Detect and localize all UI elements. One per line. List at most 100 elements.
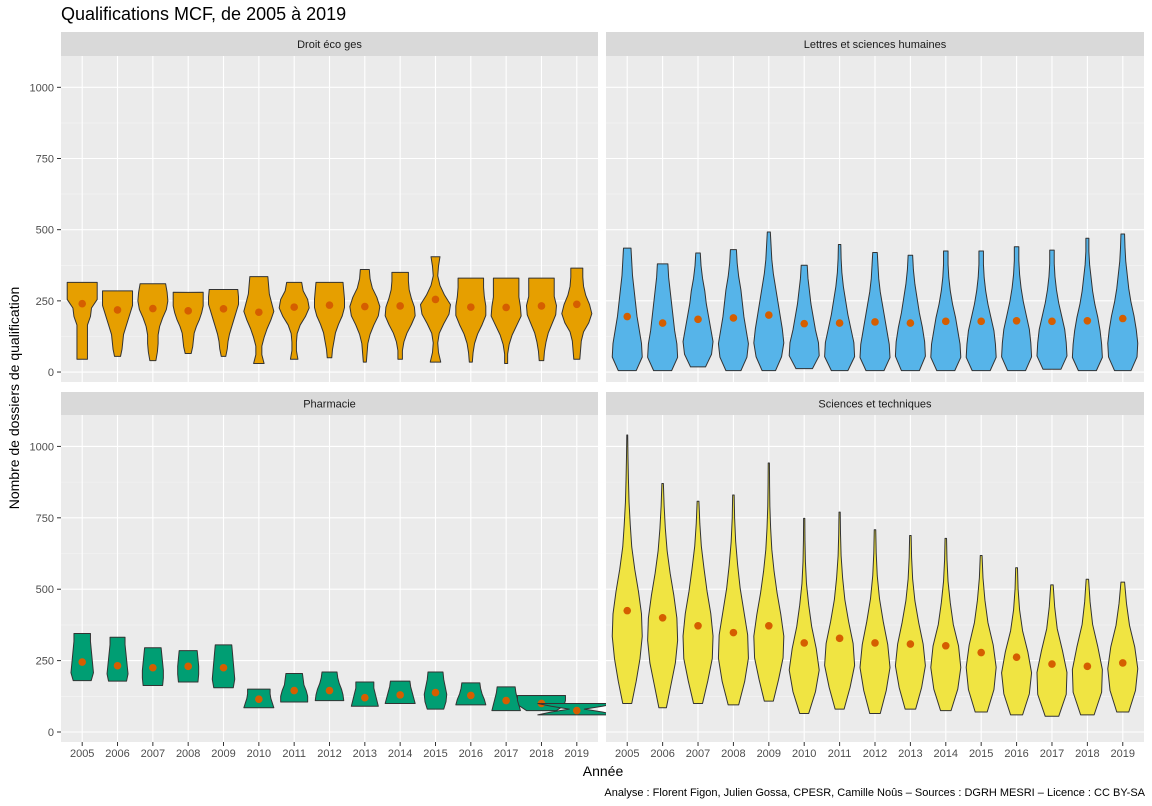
violin-2006 xyxy=(647,263,679,372)
facet-strip xyxy=(606,32,1144,56)
mean-point-2011 xyxy=(835,319,844,327)
violin-2009 xyxy=(753,462,785,702)
violin-2017 xyxy=(490,277,522,364)
mean-point-2016 xyxy=(467,691,475,700)
mean-point-2016 xyxy=(1012,653,1021,661)
violin-2011 xyxy=(278,281,310,360)
mean-point-2017 xyxy=(1048,317,1056,326)
mean-point-2005 xyxy=(78,658,86,666)
x-tick-label: 2012 xyxy=(863,748,887,760)
facet-3: Sciences et techniques 2005 2006 2007 2008 20… xyxy=(606,392,1144,760)
violin-2005 xyxy=(611,434,643,704)
violin-2017 xyxy=(1036,249,1068,370)
facet-label: Droit éco ges xyxy=(297,39,362,51)
violin-2010 xyxy=(788,517,820,714)
facet-panels: Droit éco ges 0 250 500 750 1000 Lettres et sc… xyxy=(30,32,1144,760)
mean-point-2016 xyxy=(467,303,475,311)
facet-strip xyxy=(61,32,598,56)
y-tick-label: 750 xyxy=(36,513,54,525)
x-tick-label: 2016 xyxy=(459,748,483,760)
violin-2018 xyxy=(1071,578,1103,716)
violin-2014 xyxy=(930,250,962,372)
violin-2008 xyxy=(717,494,749,706)
mean-point-2017 xyxy=(502,696,510,705)
violin-2005 xyxy=(70,632,94,682)
mean-point-2015 xyxy=(977,648,985,657)
mean-point-2007 xyxy=(694,621,702,630)
x-tick-label: 2005 xyxy=(70,748,94,760)
violin-2012 xyxy=(859,529,891,714)
mean-point-2010 xyxy=(800,319,809,328)
mean-point-2010 xyxy=(255,695,263,703)
mean-point-2009 xyxy=(765,621,773,630)
x-tick-label: 2010 xyxy=(247,748,271,760)
mean-point-2015 xyxy=(431,688,440,697)
violin-2018 xyxy=(1071,237,1103,372)
x-tick-label: 2009 xyxy=(757,748,781,760)
mean-point-2018 xyxy=(1083,662,1092,671)
mean-point-2008 xyxy=(729,314,738,322)
y-tick-label: 250 xyxy=(36,296,54,308)
facet-strip xyxy=(606,392,1144,415)
y-tick-label: 0 xyxy=(48,367,54,379)
mean-point-2012 xyxy=(325,686,334,695)
x-tick-label: 2017 xyxy=(1040,748,1064,760)
violin-2016 xyxy=(1001,567,1033,716)
mean-point-2005 xyxy=(623,606,632,615)
y-tick-label: 750 xyxy=(36,153,54,165)
x-tick-label: 2016 xyxy=(1004,748,1028,760)
x-tick-label: 2011 xyxy=(828,748,852,760)
violin-2013 xyxy=(349,269,381,363)
facet-1: Lettres et sciences humaines xyxy=(606,32,1144,382)
mean-point-2018 xyxy=(1083,316,1092,325)
mean-point-2010 xyxy=(800,639,809,647)
violin-2009 xyxy=(753,231,785,372)
violin-2007 xyxy=(137,283,169,362)
violin-2007 xyxy=(682,500,714,704)
x-tick-label: 2012 xyxy=(317,748,341,760)
mean-point-2011 xyxy=(290,686,298,695)
mean-point-2019 xyxy=(573,300,581,309)
mean-point-2009 xyxy=(219,663,228,672)
facet-label: Sciences et techniques xyxy=(818,399,932,411)
mean-point-2019 xyxy=(1118,314,1127,323)
mean-point-2016 xyxy=(1012,316,1021,325)
x-tick-label: 2007 xyxy=(141,748,165,760)
mean-point-2015 xyxy=(977,317,985,326)
mean-point-2012 xyxy=(325,301,334,309)
violin-2012 xyxy=(314,671,345,702)
violin-2019 xyxy=(561,267,593,360)
violin-2017 xyxy=(1036,584,1068,717)
x-tick-label: 2006 xyxy=(105,748,129,760)
mean-point-2017 xyxy=(502,303,510,312)
violin-2006 xyxy=(106,636,129,682)
violin-2016 xyxy=(455,277,487,363)
mean-point-2014 xyxy=(941,317,950,326)
violin-2015 xyxy=(965,250,997,372)
mean-point-2006 xyxy=(113,661,122,670)
violin-2019 xyxy=(1107,233,1139,372)
y-tick-label: 250 xyxy=(36,656,54,668)
x-tick-label: 2013 xyxy=(353,748,377,760)
violin-2018 xyxy=(525,277,557,362)
violin-2011 xyxy=(824,511,856,710)
x-tick-label: 2018 xyxy=(1075,748,1099,760)
mean-point-2007 xyxy=(694,315,702,324)
violin-2014 xyxy=(930,537,962,712)
y-tick-label: 0 xyxy=(48,727,54,739)
violin-2016 xyxy=(1001,246,1033,372)
x-tick-label: 2005 xyxy=(615,748,639,760)
facet-strip xyxy=(61,392,598,415)
facet-2: Pharmacie 0 250 500 750 1000 2005 2006 2007 2008 2… xyxy=(30,392,617,760)
mean-point-2005 xyxy=(78,299,86,308)
mean-point-2013 xyxy=(361,693,369,702)
mean-point-2013 xyxy=(906,640,915,648)
x-tick-label: 2008 xyxy=(721,748,745,760)
x-tick-label: 2011 xyxy=(282,748,306,760)
x-tick-label: 2017 xyxy=(494,748,518,760)
mean-point-2019 xyxy=(573,706,581,715)
x-tick-label: 2019 xyxy=(565,748,589,760)
mean-point-2008 xyxy=(184,662,192,671)
mean-point-2005 xyxy=(623,312,632,321)
x-tick-label: 2014 xyxy=(934,748,958,760)
